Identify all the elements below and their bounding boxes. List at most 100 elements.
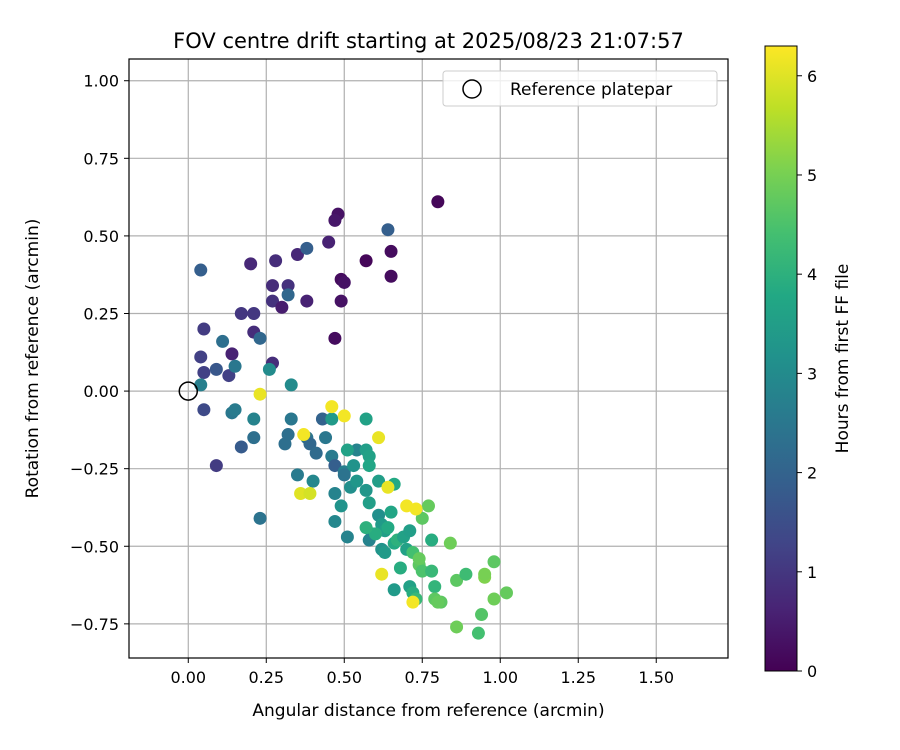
legend-marker-circle — [462, 79, 482, 99]
data-point — [409, 502, 423, 516]
data-point — [428, 580, 442, 594]
data-points — [194, 195, 513, 640]
data-point — [228, 403, 242, 417]
x-axis-ticks: 0.00 0.25 0.50 0.75 1.00 1.25 1.50 — [170, 658, 674, 687]
data-point — [328, 459, 342, 473]
data-point — [194, 350, 208, 364]
data-point — [247, 306, 261, 320]
data-point — [216, 334, 230, 348]
data-point — [350, 474, 364, 488]
data-point — [362, 459, 376, 473]
data-point — [281, 279, 295, 293]
data-point — [478, 567, 492, 581]
data-point — [347, 459, 361, 473]
legend-label: Reference platepar — [510, 80, 672, 100]
data-point — [372, 431, 386, 445]
y-tick-label: 0.50 — [83, 227, 119, 246]
data-point — [334, 499, 348, 513]
data-point — [266, 279, 280, 293]
data-point — [334, 294, 348, 308]
data-point — [281, 428, 295, 442]
data-point — [381, 521, 395, 535]
colorbar-gradient — [764, 45, 798, 672]
data-point — [471, 626, 485, 640]
data-point — [431, 195, 445, 209]
data-point — [300, 294, 314, 308]
data-point — [300, 241, 314, 255]
data-point — [294, 487, 308, 501]
data-point — [337, 468, 351, 482]
chart-title: FOV centre drift starting at 2025/08/23 … — [173, 29, 684, 53]
data-point — [269, 254, 283, 268]
data-point — [431, 595, 445, 609]
colorbar-label: Hours from first FF file — [833, 264, 853, 454]
data-point — [378, 545, 392, 559]
data-point — [244, 257, 258, 271]
data-point — [247, 431, 261, 445]
data-point — [412, 552, 426, 566]
data-point — [340, 530, 354, 544]
colorbar-tick-label: 6 — [807, 67, 817, 86]
data-point — [359, 483, 373, 497]
data-point — [315, 412, 329, 426]
legend-box — [442, 70, 718, 107]
data-point — [450, 573, 464, 587]
colorbar-tick-label: 2 — [807, 464, 817, 483]
colorbar-tick-label: 1 — [807, 563, 817, 582]
data-point — [375, 567, 389, 581]
data-point — [266, 294, 280, 308]
data-point — [362, 496, 376, 510]
data-point — [225, 347, 239, 361]
data-point — [415, 511, 429, 525]
data-point — [209, 362, 223, 376]
data-point — [222, 369, 236, 383]
y-tick-label: 1.00 — [83, 72, 119, 91]
data-point — [340, 443, 354, 457]
colorbar-tick-label: 4 — [807, 265, 817, 284]
x-tick-label: 1.25 — [560, 668, 596, 687]
data-point — [328, 514, 342, 528]
grid-lines — [129, 59, 728, 658]
data-point — [381, 223, 395, 237]
data-point — [328, 487, 342, 501]
data-point — [325, 412, 339, 426]
data-point — [197, 365, 211, 379]
data-point — [322, 235, 336, 249]
y-tick-label: 0.25 — [83, 304, 119, 323]
data-point — [415, 564, 429, 578]
x-tick-label: 1.00 — [482, 668, 518, 687]
reference-platepar-marker — [178, 381, 199, 401]
y-tick-label: −0.75 — [70, 615, 119, 634]
data-point — [403, 524, 417, 538]
colorbar: 0 1 2 3 4 5 6 Hours from first FF file — [764, 45, 853, 681]
data-point — [384, 269, 398, 283]
data-point — [253, 387, 267, 401]
y-axis-ticks: −0.75 −0.50 −0.25 0.00 0.25 0.50 0.75 1.00 — [70, 72, 129, 634]
data-point — [422, 499, 435, 513]
y-tick-label: 0.75 — [83, 149, 119, 168]
data-point — [197, 322, 211, 336]
data-point — [406, 595, 420, 609]
x-tick-label: 1.50 — [638, 668, 674, 687]
data-point — [487, 592, 501, 606]
data-point — [234, 306, 248, 320]
data-point — [384, 505, 398, 519]
data-point — [303, 487, 317, 501]
data-point — [337, 409, 351, 423]
y-tick-label: 0.00 — [83, 382, 119, 401]
y-tick-label: −0.50 — [70, 537, 119, 556]
data-point — [194, 263, 208, 277]
data-point — [253, 511, 267, 525]
data-point — [368, 527, 382, 541]
data-point — [284, 378, 298, 392]
x-tick-label: 0.50 — [326, 668, 362, 687]
data-point — [372, 474, 386, 488]
data-point — [290, 468, 304, 482]
data-point — [450, 620, 464, 634]
data-point — [306, 474, 320, 488]
data-point — [262, 362, 276, 376]
data-point — [297, 428, 311, 442]
data-point — [387, 583, 401, 597]
